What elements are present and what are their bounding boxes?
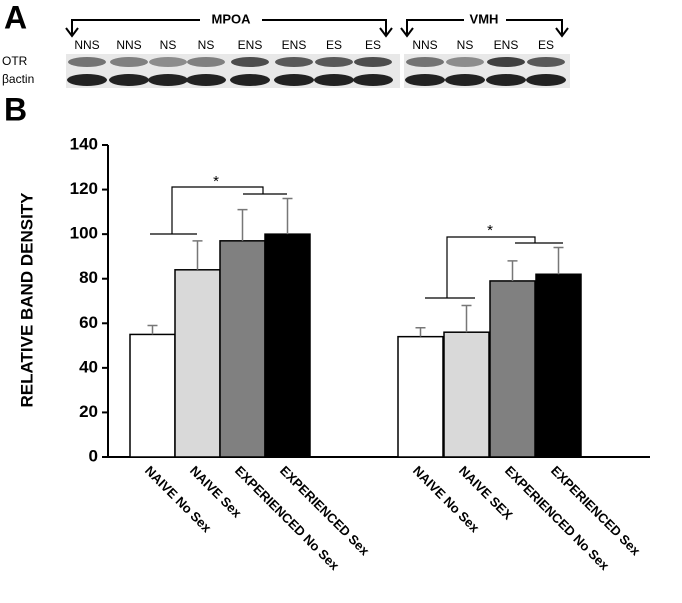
otr-band — [149, 57, 187, 67]
actin-band — [314, 74, 354, 86]
otr-band — [275, 57, 313, 67]
y-tick-label: 0 — [89, 446, 98, 465]
actin-band — [405, 74, 445, 86]
lane-label: NNS — [412, 38, 437, 52]
y-tick-label: 60 — [79, 313, 98, 332]
row-label: OTR — [2, 54, 28, 68]
otr-band — [354, 57, 392, 67]
error-bar — [147, 324, 158, 335]
lane-label: NS — [160, 38, 177, 52]
significance: * — [213, 173, 219, 190]
actin-band — [230, 74, 270, 86]
lane-label: NS — [198, 38, 215, 52]
otr-band — [315, 57, 353, 67]
actin-band — [67, 74, 107, 86]
actin-band — [148, 74, 188, 86]
y-tick-label: 100 — [70, 224, 98, 243]
actin-band — [486, 74, 526, 86]
region-label: MPOA — [212, 11, 252, 26]
y-axis-title: RELATIVE BAND DENSITY — [17, 192, 36, 408]
x-tick-label: EXPERIENCED Sex — [548, 463, 644, 559]
panel-label: B — [4, 91, 27, 127]
bar — [489, 280, 536, 458]
bar — [219, 240, 266, 458]
y-tick-label: 80 — [79, 268, 98, 287]
panel-label: A — [4, 0, 27, 35]
error-bar — [553, 246, 564, 275]
bar — [397, 335, 444, 458]
error-bar — [237, 208, 248, 241]
otr-band — [527, 57, 565, 67]
otr-band — [231, 57, 269, 67]
actin-band — [353, 74, 393, 86]
y-tick-label: 20 — [79, 402, 98, 421]
error-bar — [415, 326, 426, 337]
otr-band — [110, 57, 148, 67]
otr-band — [487, 57, 525, 67]
lane-label: ES — [365, 38, 381, 52]
error-bar — [507, 260, 518, 281]
actin-band — [274, 74, 314, 86]
lane-label: ES — [326, 38, 342, 52]
significance: * — [487, 222, 493, 239]
actin-band — [445, 74, 485, 86]
otr-band — [68, 57, 106, 67]
lane-label: ES — [538, 38, 554, 52]
bar — [443, 331, 490, 458]
otr-band — [187, 57, 225, 67]
bar — [264, 233, 311, 458]
y-tick-label: 140 — [70, 134, 98, 153]
bar — [129, 333, 176, 458]
lane-label: ENS — [238, 38, 263, 52]
lane-label: NNS — [116, 38, 141, 52]
y-tick-label: 40 — [79, 357, 98, 376]
lane-label: NS — [457, 38, 474, 52]
otr-band — [446, 57, 484, 67]
actin-band — [186, 74, 226, 86]
actin-band — [109, 74, 149, 86]
error-bar — [282, 197, 293, 235]
error-bar — [192, 240, 203, 270]
y-tick-label: 120 — [70, 179, 98, 198]
sig-bracket — [425, 236, 563, 299]
lane-label: ENS — [282, 38, 307, 52]
actin-band — [526, 74, 566, 86]
lane-label: NNS — [74, 38, 99, 52]
bar — [535, 273, 582, 458]
row-label: βactin — [2, 72, 34, 86]
region-label: VMH — [470, 11, 499, 26]
bar — [174, 269, 221, 458]
region-bracket — [65, 19, 569, 38]
otr-band — [406, 57, 444, 67]
sig-bracket — [150, 186, 287, 235]
error-bar — [461, 304, 472, 333]
lane-label: ENS — [494, 38, 519, 52]
